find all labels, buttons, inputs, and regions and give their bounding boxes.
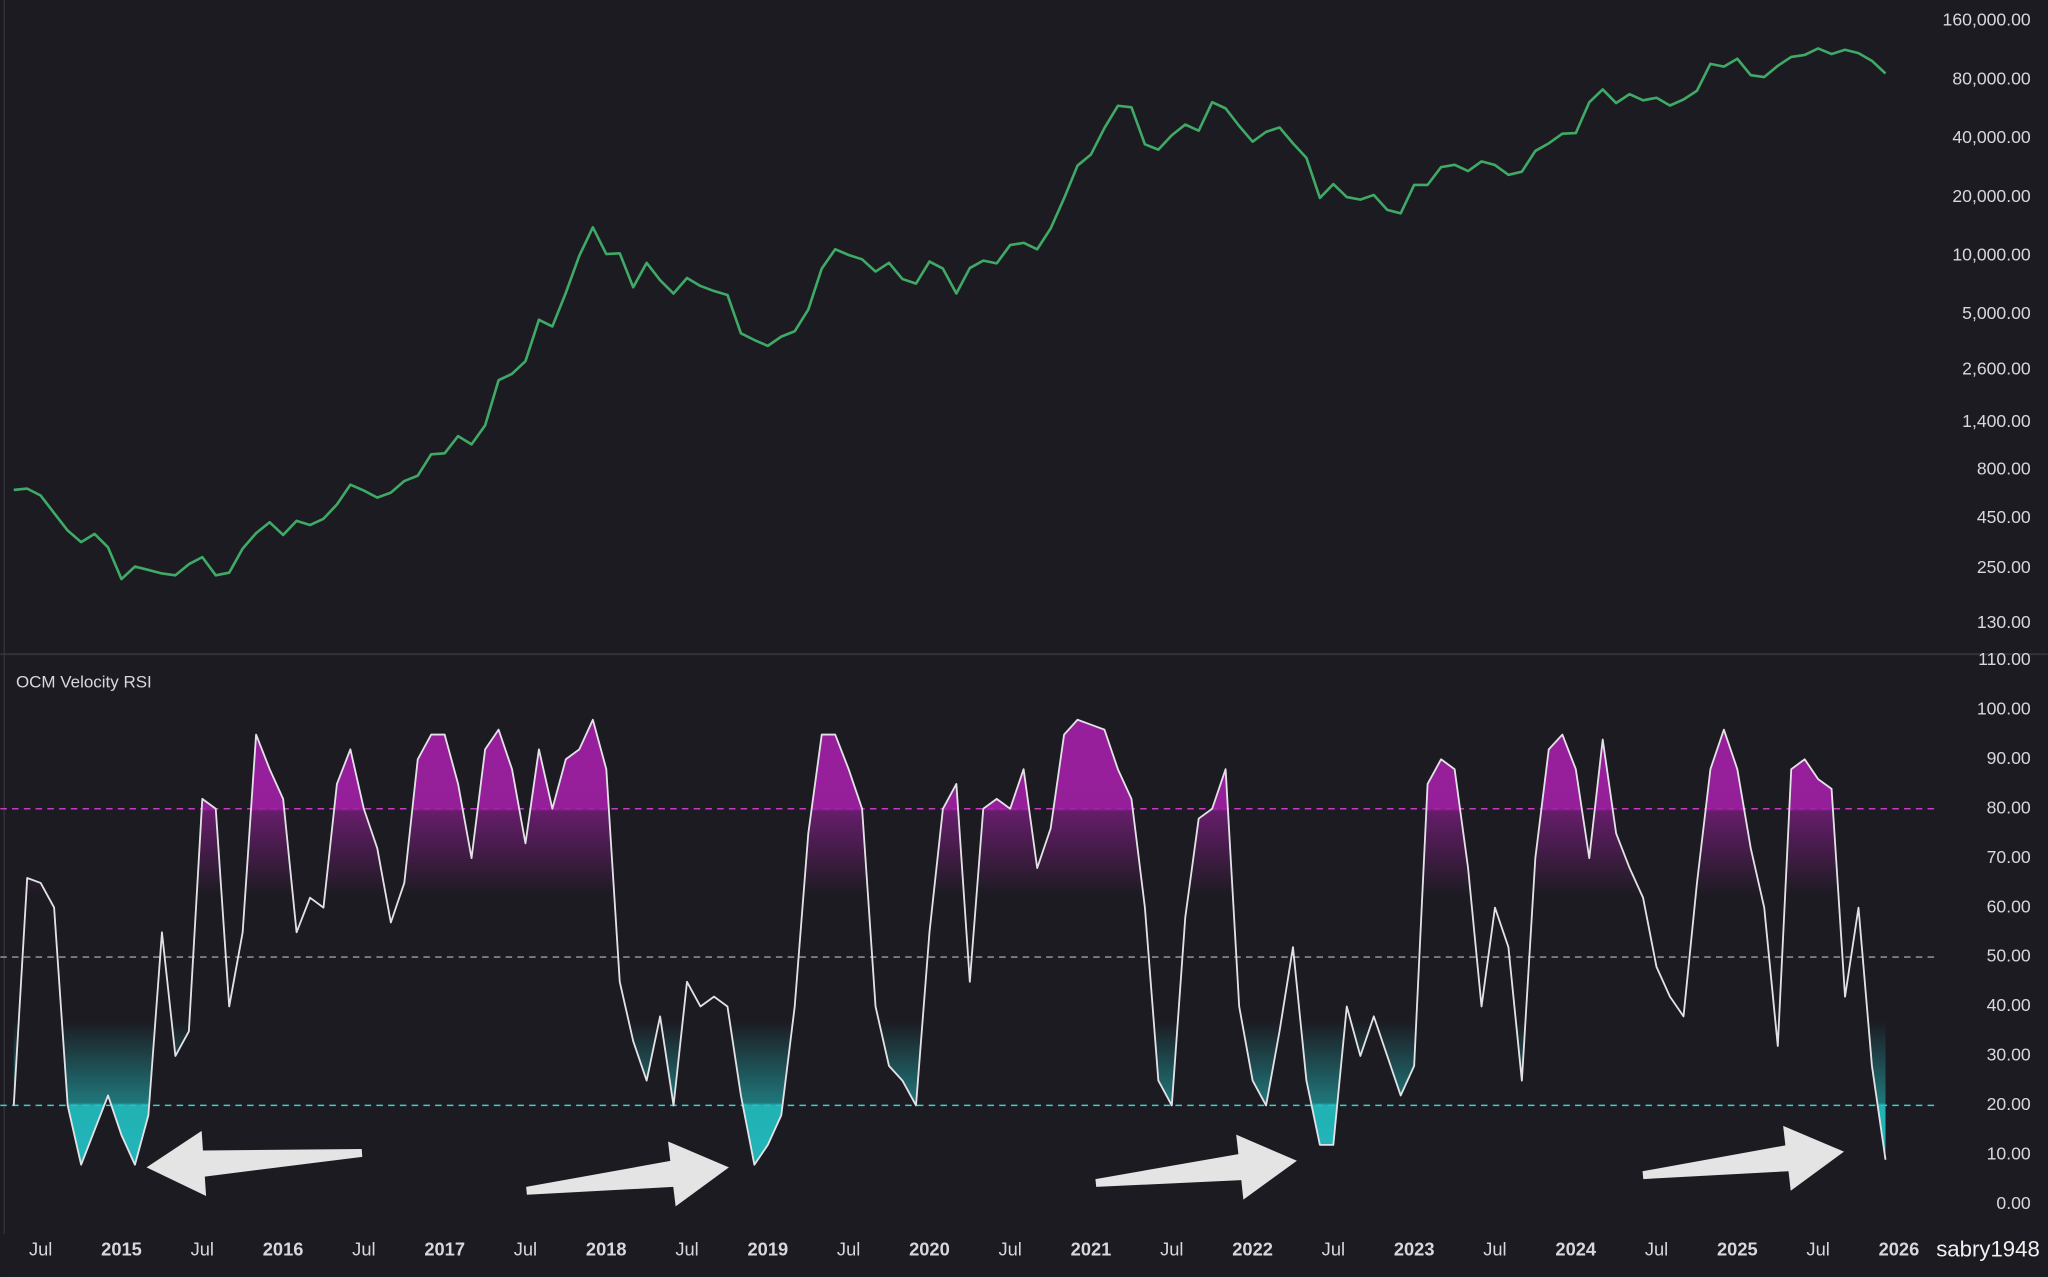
x-tick-label: 2024	[1555, 1239, 1596, 1260]
x-tick-label: Jul	[999, 1239, 1022, 1260]
y-tick-label: 0.00	[1996, 1193, 2030, 1213]
x-tick-label: Jul	[1483, 1239, 1506, 1260]
x-tick-label: 2023	[1394, 1239, 1435, 1260]
x-tick-label: 2019	[748, 1239, 789, 1260]
x-tick-label: 2015	[101, 1239, 142, 1260]
y-tick-label: 80.00	[1987, 797, 2031, 817]
y-tick-label: 50.00	[1987, 946, 2031, 966]
x-tick-label: 2020	[909, 1239, 950, 1260]
y-tick-label: 10,000.00	[1952, 244, 2031, 264]
arrows	[146, 1125, 1844, 1207]
y-tick-label: 2,600.00	[1962, 359, 2031, 379]
y-tick-label: 130.00	[1977, 612, 2031, 632]
y-tick-label: 60.00	[1987, 896, 2031, 916]
y-tick-label: 10.00	[1987, 1143, 2031, 1163]
x-tick-label: Jul	[675, 1239, 698, 1260]
y-tick-label: 1,400.00	[1962, 411, 2031, 431]
y-tick-label: 800.00	[1977, 458, 2031, 478]
x-tick-label: Jul	[1806, 1239, 1829, 1260]
y-tick-label: 20,000.00	[1952, 186, 2031, 206]
watermark: sabry1948	[1936, 1237, 2040, 1262]
y-tick-label: 5,000.00	[1962, 303, 2031, 323]
x-tick-label: Jul	[1645, 1239, 1668, 1260]
x-tick-label: Jul	[352, 1239, 375, 1260]
y-tick-label: 80,000.00	[1952, 68, 2031, 88]
x-tick-label: 2017	[424, 1239, 465, 1260]
x-tick-label: 2026	[1879, 1239, 1920, 1260]
x-tick-label: 2025	[1717, 1239, 1758, 1260]
y-tick-label: 160,000.00	[1943, 10, 2031, 30]
rsi-fill	[13, 719, 1886, 1165]
y-tick-label: 450.00	[1977, 507, 2031, 527]
x-tick-label: 2022	[1232, 1239, 1273, 1260]
x-tick-label: Jul	[1322, 1239, 1345, 1260]
series-line	[13, 47, 1887, 581]
y-tick-label: 90.00	[1987, 748, 2031, 768]
y-tick-label: 30.00	[1987, 1045, 2031, 1065]
x-tick-label: 2021	[1071, 1239, 1112, 1260]
y-tick-label: 40.00	[1987, 995, 2031, 1015]
x-tick-label: 2016	[263, 1239, 304, 1260]
y-tick-label: 20.00	[1987, 1094, 2031, 1114]
y-tick-label: 100.00	[1977, 699, 2031, 719]
y-tick-label: 110.00	[1978, 649, 2031, 669]
arrow	[526, 1141, 729, 1207]
arrow	[1642, 1125, 1844, 1191]
y-tick-label: 250.00	[1977, 557, 2031, 577]
x-tick-label: Jul	[29, 1239, 52, 1260]
indicator-title: OCM Velocity RSI	[16, 672, 152, 691]
arrow	[1095, 1134, 1297, 1200]
arrow	[146, 1130, 363, 1197]
x-tick-label: Jul	[191, 1239, 214, 1260]
y-tick-label: 70.00	[1987, 847, 2031, 867]
x-tick-label: Jul	[1160, 1239, 1183, 1260]
series-line	[12, 718, 1887, 1166]
x-tick-label: 2018	[586, 1239, 627, 1260]
y-tick-label: 40,000.00	[1952, 127, 2031, 147]
x-tick-label: Jul	[837, 1239, 860, 1260]
x-tick-label: Jul	[514, 1239, 537, 1260]
